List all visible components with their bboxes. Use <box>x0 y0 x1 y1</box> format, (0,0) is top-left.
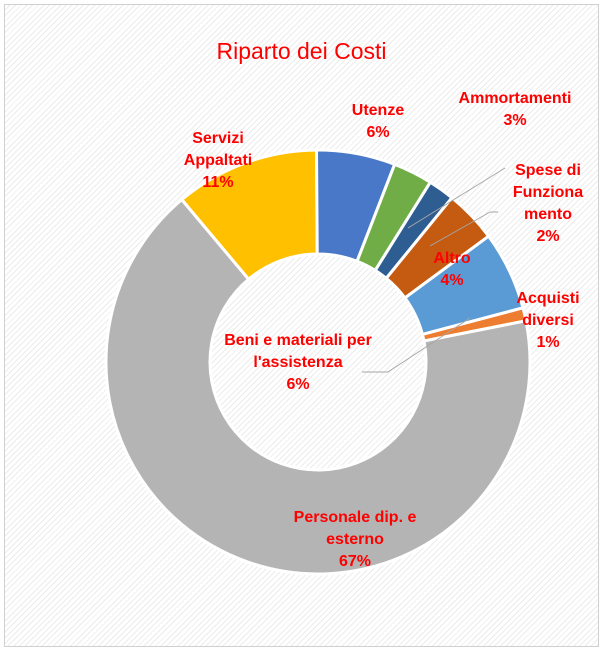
label-name: Acquisti diversi <box>516 290 580 329</box>
data-label: Spese di Funzionamento 2% <box>507 160 589 248</box>
label-value: 3% <box>503 112 527 129</box>
label-name: Utenze <box>351 102 405 119</box>
label-name: Personale dip. e esterno <box>293 509 417 548</box>
leader-line <box>407 167 506 229</box>
data-label: Acquisti diversi 1% <box>512 288 584 354</box>
label-name: Servizi Appaltati <box>183 130 253 169</box>
leader-line <box>387 317 471 373</box>
label-value: 1% <box>536 334 560 351</box>
label-name: Beni e materiali per l'assistenza <box>224 332 372 371</box>
data-label: Ammortamenti 3% <box>445 88 585 132</box>
chart-title: Riparto dei Costi <box>216 38 387 64</box>
data-label: Utenze 6% <box>338 100 418 144</box>
label-name: Ammortamenti <box>458 90 572 107</box>
data-label: Beni e materiali per l'assistenza 6% <box>208 330 388 396</box>
label-value: 4% <box>440 272 464 289</box>
slices <box>104 148 532 576</box>
data-label: Servizi Appaltati 11% <box>173 128 263 194</box>
label-value: 2% <box>536 228 560 245</box>
leader-lines <box>362 167 506 373</box>
data-label: Personale dip. e esterno 67% <box>270 507 440 573</box>
label-value: 11% <box>202 174 234 191</box>
slice <box>104 197 532 576</box>
leader-line <box>429 211 491 247</box>
label-name: Altro <box>433 250 471 267</box>
label-value: 67% <box>338 553 372 570</box>
label-value: 6% <box>286 376 310 393</box>
label-name: Spese di Funzionamento <box>512 162 584 223</box>
label-value: 6% <box>366 124 390 141</box>
data-label: Altro 4% <box>422 248 482 292</box>
